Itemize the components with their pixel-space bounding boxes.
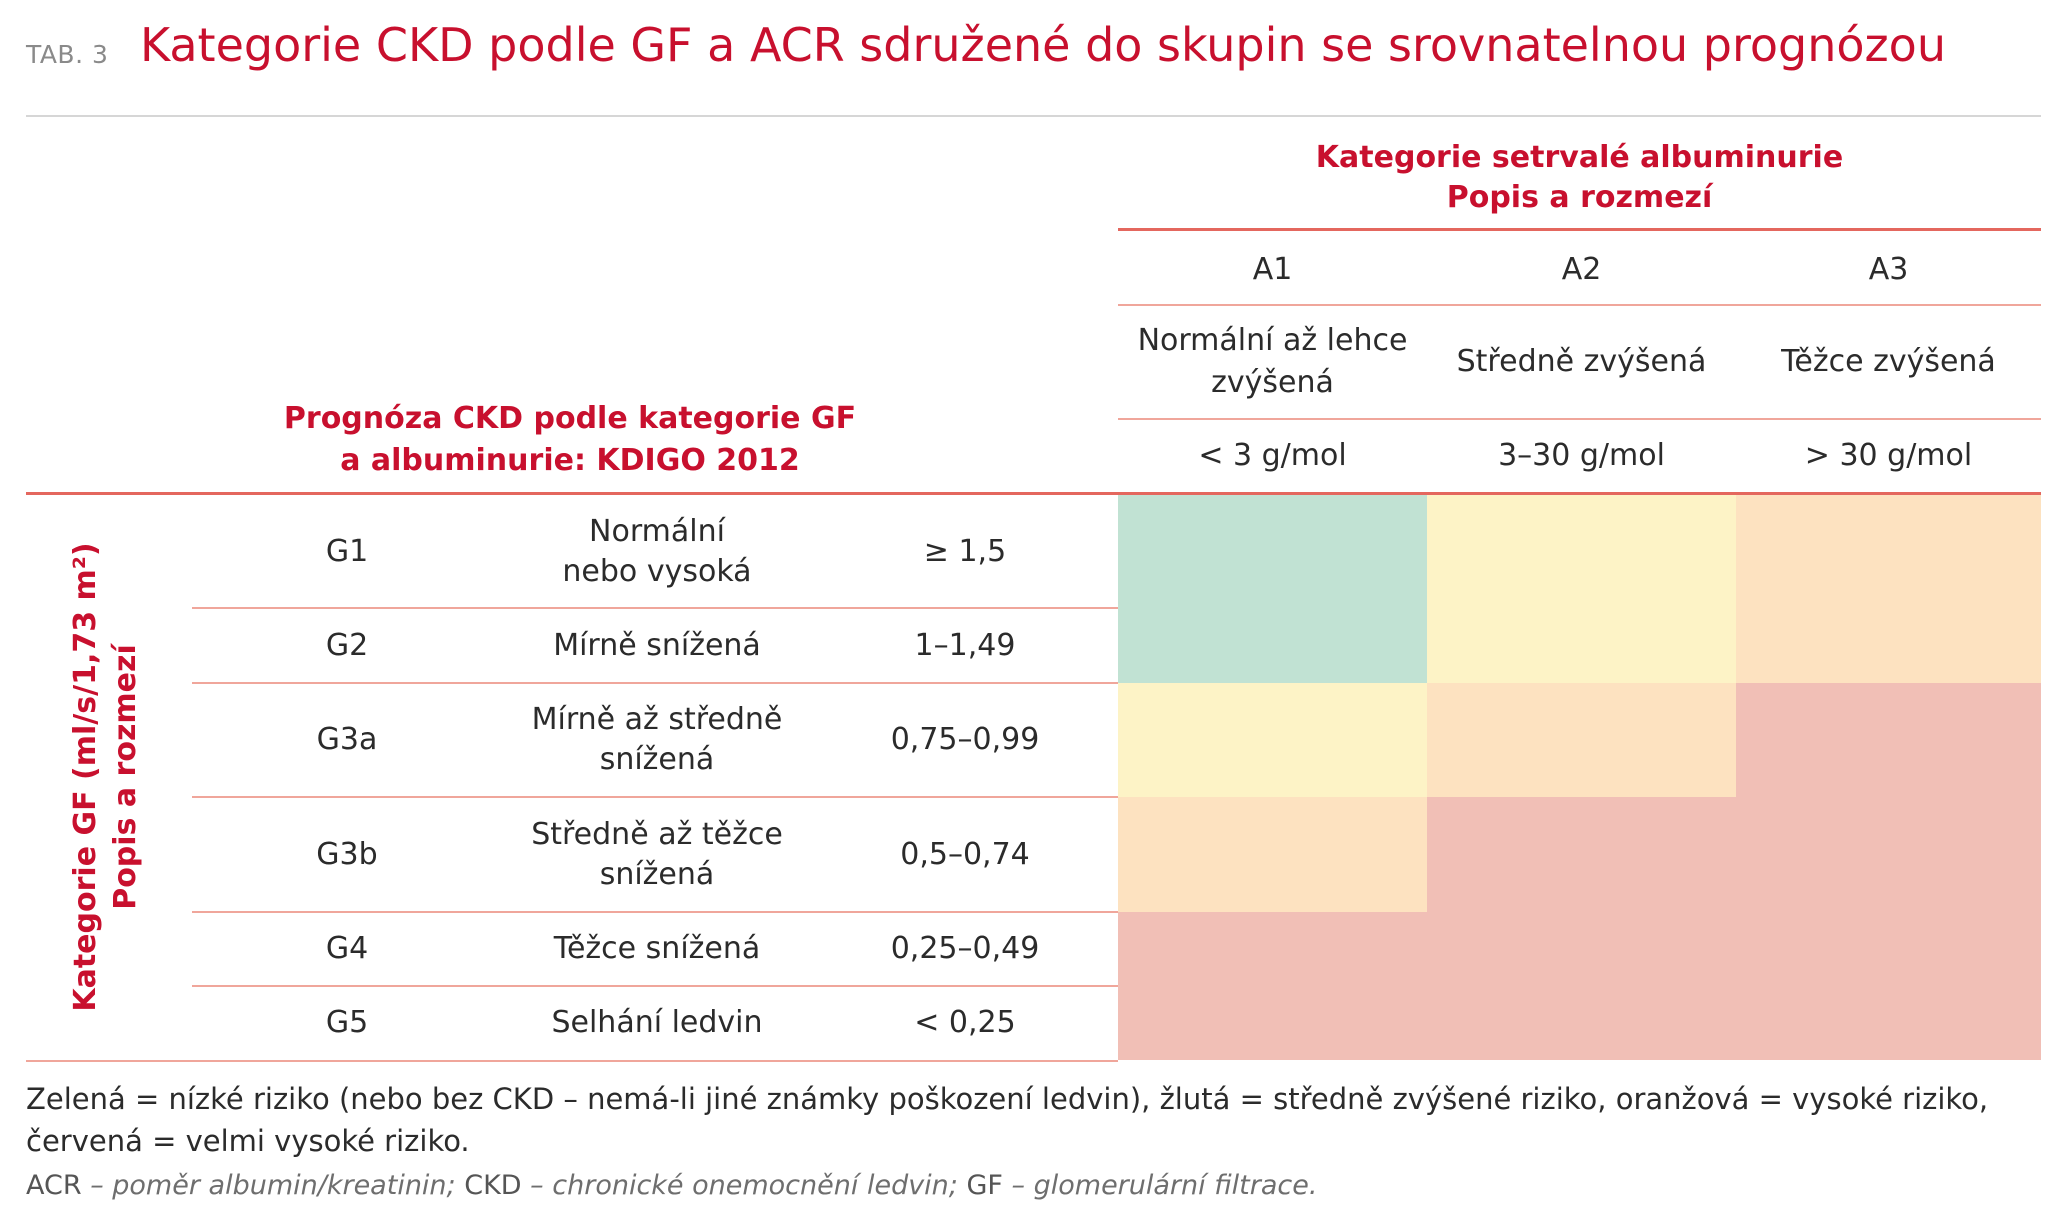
table-number: TAB. 3 (26, 40, 109, 69)
risk-cell-g3a-a3 (1736, 683, 2041, 797)
gf-axis-label-line1: Kategorie GF (ml/s/1,73 m²) (68, 542, 103, 1012)
row-desc-g1: Normální nebo vysoká (502, 495, 812, 608)
risk-cell-g5-a3 (1736, 986, 2041, 1060)
title-divider (26, 115, 2041, 117)
row-code-g3b: G3b (316, 836, 378, 872)
col-code-rule (1118, 304, 2041, 306)
row-desc-g3a: Mírně až středně snížená (502, 683, 812, 797)
abbr-acr-text: – poměr albumin/kreatinin; (81, 1170, 465, 1201)
risk-cell-g3b-a2 (1427, 797, 1736, 912)
table-bottom-rule (26, 1060, 1118, 1062)
col-range-a3: > 30 g/mol (1804, 438, 1973, 473)
abbreviations-note: ACR – poměr albumin/kreatinin; CKD – chr… (26, 1170, 2046, 1201)
row-desc-g5: Selhání ledvin (551, 1005, 763, 1040)
col-desc-a1-line1: Normální až lehce (1137, 323, 1408, 358)
risk-cell-g4-a3 (1736, 912, 2041, 986)
col-desc-a1: Normální až lehce zvýšená (1118, 306, 1427, 418)
col-range-a2: 3–30 g/mol (1498, 438, 1665, 473)
abbr-acr: ACR (26, 1170, 82, 1201)
row-code-g3a: G3a (316, 722, 378, 757)
row-divider (192, 796, 1118, 798)
col-code-a2: A2 (1561, 252, 1602, 287)
row-code-g2: G2 (325, 627, 369, 663)
row-divider (192, 682, 1118, 684)
row-desc-g3b-line1: Středně až těžce (531, 816, 783, 852)
row-desc-g1-line1: Normální (589, 513, 725, 549)
row-desc-g2: Mírně snížená (553, 627, 761, 663)
risk-cell-g1-a1 (1118, 495, 1427, 608)
row-divider (192, 607, 1118, 609)
risk-cell-g1-a3 (1736, 495, 2041, 608)
risk-cell-g3a-a1 (1118, 683, 1427, 797)
col-range-a1: < 3 g/mol (1198, 438, 1347, 473)
abbr-gf-text: – glomerulární filtrace. (1002, 1170, 1318, 1201)
row-desc-g3b-line2: snížená (599, 856, 715, 892)
abbr-ckd-text: – chronické onemocnění ledvin; (521, 1170, 967, 1201)
prognosis-header: Prognóza CKD podle kategorie GF a albumi… (150, 395, 990, 485)
gf-axis-label-line2: Popis a rozmezí (108, 644, 143, 910)
risk-cell-g2-a2 (1427, 608, 1736, 683)
color-legend: Zelená = nízké riziko (nebo bez CKD – ne… (26, 1078, 2046, 1162)
col-code-a1: A1 (1252, 252, 1293, 287)
row-code-g1: G1 (325, 533, 369, 569)
risk-cell-g1-a2 (1427, 495, 1736, 608)
row-range-g3b: 0,5–0,74 (900, 836, 1030, 872)
risk-cell-g2-a3 (1736, 608, 2041, 683)
row-range-g2: 1–1,49 (914, 627, 1016, 663)
risk-cell-g2-a1 (1118, 608, 1427, 683)
row-desc-g3a-line1: Mírně až středně (531, 702, 783, 737)
risk-cell-g4-a2 (1427, 912, 1736, 986)
risk-cell-g5-a1 (1118, 986, 1427, 1060)
row-range-g3a: 0,75–0,99 (890, 722, 1040, 757)
row-desc-g3a-line2: snížená (599, 742, 715, 777)
albuminuria-header-line2: Popis a rozmezí (1446, 180, 1713, 215)
row-desc-g3b: Středně až těžce snížená (502, 797, 812, 912)
col-desc-rule (1118, 418, 2041, 420)
abbr-gf: GF (966, 1170, 1003, 1201)
prognosis-header-line2: a albuminurie: KDIGO 2012 (340, 443, 800, 478)
albuminuria-header: Kategorie setrvalé albuminurie Popis a r… (1118, 128, 2041, 228)
gf-axis-label: Kategorie GF (ml/s/1,73 m²) Popis a rozm… (26, 494, 186, 1060)
row-divider (192, 985, 1118, 987)
risk-cell-g3b-a3 (1736, 797, 2041, 912)
albuminuria-header-rule (1118, 228, 2041, 231)
row-code-g5: G5 (325, 1005, 369, 1040)
row-desc-g4: Těžce snížená (553, 931, 761, 966)
abbr-ckd: CKD (464, 1170, 522, 1201)
col-code-a3: A3 (1868, 252, 1909, 287)
row-divider (192, 911, 1118, 913)
row-range-g4: 0,25–0,49 (890, 931, 1040, 966)
legend-line2: červená = velmi vysoké riziko. (26, 1124, 470, 1158)
prognosis-header-line1: Prognóza CKD podle kategorie GF (283, 401, 857, 436)
risk-cell-g3a-a2 (1427, 683, 1736, 797)
risk-cell-g5-a2 (1427, 986, 1736, 1060)
albuminuria-header-line1: Kategorie setrvalé albuminurie (1315, 140, 1844, 175)
legend-line1: Zelená = nízké riziko (nebo bez CKD – ne… (26, 1082, 1989, 1116)
risk-cell-g3b-a1 (1118, 797, 1427, 912)
table-header-rule (26, 492, 2041, 495)
row-range-g1: ≥ 1,5 (923, 533, 1007, 569)
table-title: Kategorie CKD podle GF a ACR sdružené do… (140, 18, 1946, 72)
col-desc-a1-line2: zvýšená (1211, 365, 1334, 400)
col-desc-a3: Těžce zvýšená (1781, 344, 1996, 379)
risk-cell-g4-a1 (1118, 912, 1427, 986)
col-desc-a2: Středně zvýšená (1456, 344, 1707, 379)
row-desc-g1-line2: nebo vysoká (562, 553, 752, 589)
row-range-g5: < 0,25 (914, 1005, 1016, 1040)
row-code-g4: G4 (325, 931, 369, 966)
